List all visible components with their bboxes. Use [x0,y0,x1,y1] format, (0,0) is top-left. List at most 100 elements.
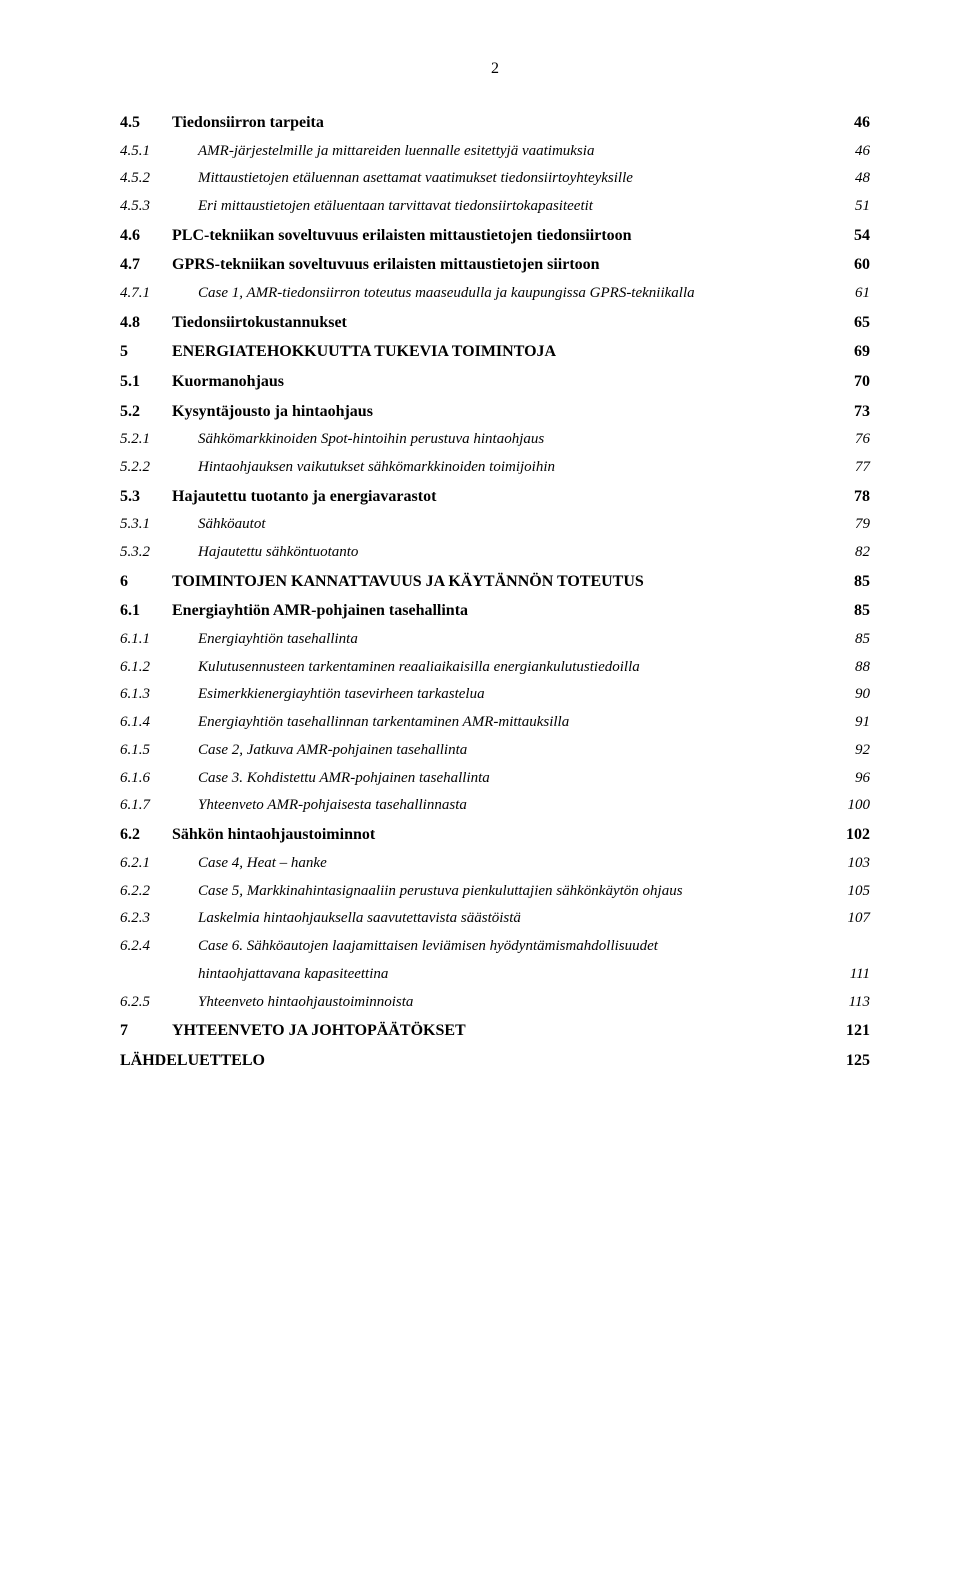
toc-entry-page: 77 [855,454,870,482]
toc-entry-number: 4.7 [120,250,172,280]
toc-entry-number: 4.6 [120,221,172,251]
toc-entry-number: 6.1.2 [120,654,198,682]
toc-entry-page: 51 [855,193,870,221]
toc-entry-page: 61 [855,280,870,308]
toc-entry: 4.5.3Eri mittaustietojen etäluentaan tar… [120,193,870,221]
toc-entry: 4.7.1Case 1, AMR-tiedonsiirron toteutus … [120,280,870,308]
toc-entry-number: 4.5 [120,108,172,138]
toc-entry-page: 96 [855,765,870,793]
toc-entry: 6.1.7Yhteenveto AMR-pohjaisesta tasehall… [120,792,870,820]
toc-entry-number: 4.7.1 [120,280,198,308]
toc-entry-page: 105 [848,878,871,906]
toc-entry: 6.2.5Yhteenveto hintaohjaustoiminnoista 1… [120,989,870,1017]
toc-entry-page: 113 [849,989,870,1017]
toc-entry-title: Hajautettu tuotanto ja energiavarastot [172,482,436,512]
toc-entry-number: 4.5.3 [120,193,198,221]
toc-entry-number: 5.3 [120,482,172,512]
toc-entry: 4.5Tiedonsiirron tarpeita46 [120,108,870,138]
toc-entry-page: 46 [855,138,870,166]
toc-entry-title: Case 5, Markkinahintasignaaliin perustuv… [198,878,683,906]
toc-entry-title: Hajautettu sähköntuotanto [198,539,358,567]
toc-entry-title: Sähköautot [198,511,266,539]
toc-entry-number: 4.5.1 [120,138,198,166]
toc-entry: 6.1.2Kulutusennusteen tarkentaminen reaa… [120,654,870,682]
toc-entry: 4.7GPRS-tekniikan soveltuvuus erilaisten… [120,250,870,280]
toc-entry-title: Sähkön hintaohjaustoiminnot [172,820,375,850]
toc-entry-number: 6.1.1 [120,626,198,654]
toc-entry-page: 79 [855,511,870,539]
toc-entry: 6.2Sähkön hintaohjaustoiminnot 102 [120,820,870,850]
toc-entry-page: 85 [854,596,870,626]
toc-entry: 5.2Kysyntäjousto ja hintaohjaus 73 [120,397,870,427]
toc-entry-number: 5 [120,337,172,367]
toc-entry: 4.5.1AMR-järjestelmille ja mittareiden l… [120,138,870,166]
toc-entry-title: ENERGIATEHOKKUUTTA TUKEVIA TOIMINTOJA [172,337,556,367]
toc-entry-title: YHTEENVETO JA JOHTOPÄÄTÖKSET [172,1016,466,1046]
toc-entry-title: TOIMINTOJEN KANNATTAVUUS JA KÄYTÄNNÖN TO… [172,567,644,597]
toc-entry-title: Laskelmia hintaohjauksella saavutettavis… [198,905,521,933]
toc-entry: 5.2.1Sähkömarkkinoiden Spot-hintoihin pe… [120,426,870,454]
toc-entry-page: 76 [855,426,870,454]
toc-entry-number: 7 [120,1016,172,1046]
toc-entry-number: 4.5.2 [120,165,198,193]
toc-entry: 5.3.1Sähköautot79 [120,511,870,539]
toc-entry: 4.8Tiedonsiirtokustannukset65 [120,308,870,338]
toc-entry-number: 6.1.7 [120,792,198,820]
toc-entry-title: Energiayhtiön tasehallinta [198,626,358,654]
toc-entry: 6.2.4Case 6. Sähköautojen laajamittaisen… [120,933,870,961]
page-number: 2 [120,60,870,78]
toc-entry-title: Eri mittaustietojen etäluentaan tarvitta… [198,193,593,221]
toc-entry: 6.1Energiayhtiön AMR-pohjainen tasehalli… [120,596,870,626]
toc-entry: 6.1.4Energiayhtiön tasehallinnan tarkent… [120,709,870,737]
toc-entry: 6.1.5Case 2, Jatkuva AMR-pohjainen taseh… [120,737,870,765]
toc-entry-number: 6.2 [120,820,172,850]
toc-entry-number: 5.1 [120,367,172,397]
toc-entry-continuation: hintaohjattavana kapasiteettina111 [120,961,870,989]
toc-entry-page: 73 [854,397,870,427]
toc-entry: 6.1.3Esimerkkienergiayhtiön tasevirheen … [120,681,870,709]
toc-entry-page: 78 [854,482,870,512]
toc-entry-title: Kysyntäjousto ja hintaohjaus [172,397,373,427]
toc-entry-title: Mittaustietojen etäluennan asettamat vaa… [198,165,633,193]
toc-entry-number: 5.2.2 [120,454,198,482]
toc-entry-page: 82 [855,539,870,567]
toc-entry-title: Case 1, AMR-tiedonsiirron toteutus maase… [198,280,695,308]
toc-entry: 5.3.2Hajautettu sähköntuotanto82 [120,539,870,567]
toc-entry-title: Yhteenveto hintaohjaustoiminnoista [198,989,413,1017]
toc-entry-page: 46 [854,108,870,138]
toc-entry: 6.1.6Case 3. Kohdistettu AMR-pohjainen t… [120,765,870,793]
toc-entry-page: 88 [855,654,870,682]
toc-entry-page: 102 [846,820,870,850]
toc-entry-page: 100 [848,792,871,820]
toc-entry-page: 85 [855,626,870,654]
toc-entry-number: 6.1 [120,596,172,626]
toc-entry-title: Tiedonsiirtokustannukset [172,308,347,338]
toc-entry: 5.2.2Hintaohjauksen vaikutukset sähkömar… [120,454,870,482]
toc-entry: 4.6PLC-tekniikan soveltuvuus erilaisten … [120,221,870,251]
toc-entry-title: Case 6. Sähköautojen laajamittaisen levi… [198,933,870,961]
toc-entry-page: 70 [854,367,870,397]
toc-entry-title: Yhteenveto AMR-pohjaisesta tasehallinnas… [198,792,467,820]
toc-entry-page: 65 [854,308,870,338]
toc-entry-page: 121 [846,1016,870,1046]
toc-entry-page: 54 [854,221,870,251]
toc-entry: 6.2.2Case 5, Markkinahintasignaaliin per… [120,878,870,906]
toc-entry-number: 6.1.5 [120,737,198,765]
toc-entry: 4.5.2Mittaustietojen etäluennan asettama… [120,165,870,193]
toc-entry-page: 85 [854,567,870,597]
toc-entry-page: 48 [855,165,870,193]
toc-entry-page: 60 [854,250,870,280]
toc-entry-page: 69 [854,337,870,367]
toc-entry: 6TOIMINTOJEN KANNATTAVUUS JA KÄYTÄNNÖN T… [120,567,870,597]
toc-entry-title: Hintaohjauksen vaikutukset sähkömarkkino… [198,454,555,482]
toc-entry-title: hintaohjattavana kapasiteettina [198,961,388,989]
toc-entry: 7YHTEENVETO JA JOHTOPÄÄTÖKSET 121 [120,1016,870,1046]
table-of-contents: 4.5Tiedonsiirron tarpeita464.5.1AMR-järj… [120,108,870,1075]
toc-entry-number: 5.2.1 [120,426,198,454]
toc-entry-number: 5.2 [120,397,172,427]
toc-entry-page: 125 [846,1046,870,1076]
toc-entry-number: 6.2.5 [120,989,198,1017]
toc-entry-title: PLC-tekniikan soveltuvuus erilaisten mit… [172,221,632,251]
toc-entry-number: 6.2.2 [120,878,198,906]
toc-entry-title: Case 2, Jatkuva AMR-pohjainen tasehallin… [198,737,467,765]
